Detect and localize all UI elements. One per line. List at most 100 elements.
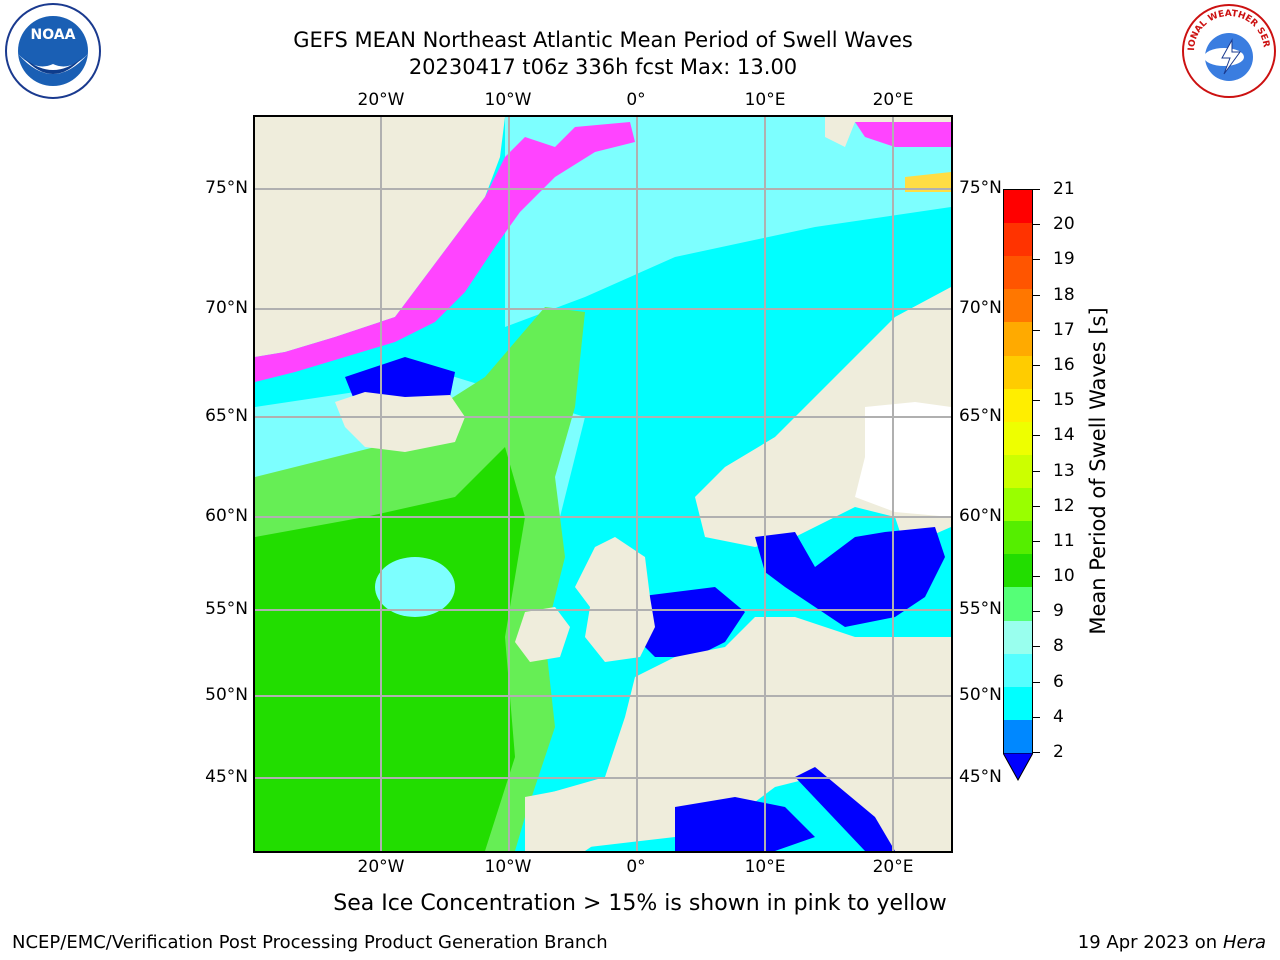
colorbar-segment — [1004, 454, 1032, 489]
colorbar-tick-mark — [1033, 540, 1040, 542]
barents-ice — [905, 172, 951, 192]
baltic-sea — [755, 527, 945, 627]
lat-tick-right: 75°N — [959, 178, 1002, 198]
ireland-land — [515, 607, 570, 662]
lat-tick-right: 60°N — [959, 506, 1002, 526]
noaa-logo: NOAA — [4, 2, 102, 100]
colorbar-segment — [1004, 421, 1032, 456]
greenland-ice-edge — [255, 122, 635, 382]
colorbar-segment — [1004, 488, 1032, 522]
ocean-band-light — [505, 117, 951, 327]
north-sea-shallow — [635, 587, 745, 657]
lat-tick-right: 55°N — [959, 599, 1002, 619]
ice-note: Sea Ice Concentration > 15% is shown in … — [333, 891, 947, 916]
lat-tick-left: 65°N — [205, 406, 248, 426]
adriatic-sea — [795, 767, 895, 851]
colorbar-tick-label: 20 — [1053, 214, 1075, 235]
colorbar-tick-mark — [1033, 189, 1040, 190]
colorbar-segment — [1004, 620, 1032, 655]
colorbar-segment — [1004, 223, 1032, 257]
colorbar-tick-label: 13 — [1053, 460, 1075, 481]
lon-tick-top: 10°E — [744, 90, 786, 110]
colorbar-tick-mark — [1033, 364, 1040, 366]
colorbar-segment — [1004, 719, 1032, 754]
footer-host: Hera — [1222, 932, 1266, 953]
colorbar-title: Mean Period of Swell Waves [s] — [1086, 307, 1110, 635]
great-britain-land — [575, 537, 655, 662]
mediterranean-sea — [675, 797, 815, 851]
colorbar-tick-mark — [1033, 646, 1040, 648]
colorbar-tick-label: 15 — [1053, 390, 1075, 411]
colorbar-tick-mark — [1033, 681, 1040, 683]
lon-tick-top: 20°E — [872, 90, 914, 110]
colorbar-tick-mark — [1033, 470, 1040, 472]
colorbar-tick-label: 11 — [1053, 530, 1075, 551]
colorbar-tick-label: 4 — [1053, 706, 1064, 727]
map-canvas — [255, 117, 951, 851]
footer-date-text: 19 Apr 2023 on — [1077, 932, 1223, 953]
svalbard-land — [825, 117, 951, 147]
lat-tick-right: 70°N — [959, 298, 1002, 318]
colorbar-segment — [1004, 686, 1032, 721]
noaa-logo-text: NOAA — [31, 27, 76, 43]
colorbar-tick-label: 19 — [1053, 249, 1075, 270]
colorbar-segment — [1004, 587, 1032, 622]
colorbar-tick-label: 10 — [1053, 566, 1075, 587]
colorbar-tick-label: 8 — [1053, 636, 1064, 657]
colorbar-segment — [1004, 322, 1032, 357]
colorbar-tick-mark — [1033, 294, 1040, 296]
colorbar-segment — [1004, 388, 1032, 423]
colorbar-tick-mark — [1033, 576, 1040, 578]
colorbar-tick-label: 14 — [1053, 425, 1075, 446]
colorbar-tick-mark — [1033, 611, 1040, 613]
lon-tick-bottom: 20°E — [872, 857, 914, 877]
colorbar — [1003, 189, 1033, 754]
chart-subtitle: 20230417 t06z 336h fcst Max: 13.00 — [408, 55, 798, 79]
nws-logo: NATIONAL WEATHER SERVICE — [1176, 0, 1278, 100]
colorbar-extend-arrow — [1002, 752, 1034, 782]
lon-tick-bottom: 10°E — [744, 857, 786, 877]
lon-tick-top: 20°W — [357, 90, 405, 110]
graticule — [255, 117, 951, 851]
footer-date: 19 Apr 2023 on Hera — [1078, 932, 1266, 953]
colorbar-tick-label: 18 — [1053, 284, 1075, 305]
colorbar-tick-mark — [1033, 716, 1040, 718]
colorbar-tick-mark — [1033, 435, 1040, 437]
lat-tick-right: 50°N — [959, 685, 1002, 705]
colorbar-tick-mark — [1033, 259, 1040, 261]
colorbar-segment — [1004, 256, 1032, 290]
svalbard-ice — [855, 122, 951, 147]
colorbar-tick-label: 12 — [1053, 495, 1075, 516]
iberia-land — [525, 782, 635, 851]
ocean-long-swell-core — [255, 447, 525, 851]
colorbar-tick-label: 17 — [1053, 319, 1075, 340]
colorbar-tick-label: 2 — [1053, 742, 1064, 762]
colorbar-segment — [1004, 190, 1032, 224]
lat-tick-left: 75°N — [205, 178, 248, 198]
colorbar-segment — [1004, 653, 1032, 688]
iceland-land — [335, 392, 465, 452]
colorbar-tick-mark — [1033, 329, 1040, 331]
colorbar-tick-mark — [1033, 224, 1040, 226]
lon-tick-bottom: 20°W — [357, 857, 405, 877]
lat-tick-left: 50°N — [205, 685, 248, 705]
map-panel — [253, 115, 953, 853]
gulf-bothnia-ice-free — [855, 402, 951, 517]
colorbar-segment — [1004, 289, 1032, 323]
lat-tick-left: 55°N — [205, 599, 248, 619]
chart-title: GEFS MEAN Northeast Atlantic Mean Period… — [293, 28, 913, 52]
colorbar-tick-label: 16 — [1053, 354, 1075, 375]
lon-tick-top: 10°W — [484, 90, 532, 110]
colorbar-tick-label: 9 — [1053, 601, 1064, 622]
colorbar-segment — [1004, 554, 1032, 588]
colorbar-extend-triangle — [1002, 752, 1034, 782]
colorbar-segment — [1004, 521, 1032, 555]
lon-tick-top: 0° — [626, 90, 646, 110]
lon-tick-bottom: 10°W — [484, 857, 532, 877]
colorbar-tick-label: 21 — [1053, 179, 1075, 199]
colorbar-tick-label: 6 — [1053, 671, 1064, 692]
colorbar-tick-mark — [1033, 752, 1040, 753]
lat-tick-left: 70°N — [205, 298, 248, 318]
ocean-patch — [375, 557, 455, 617]
lat-tick-left: 60°N — [205, 506, 248, 526]
